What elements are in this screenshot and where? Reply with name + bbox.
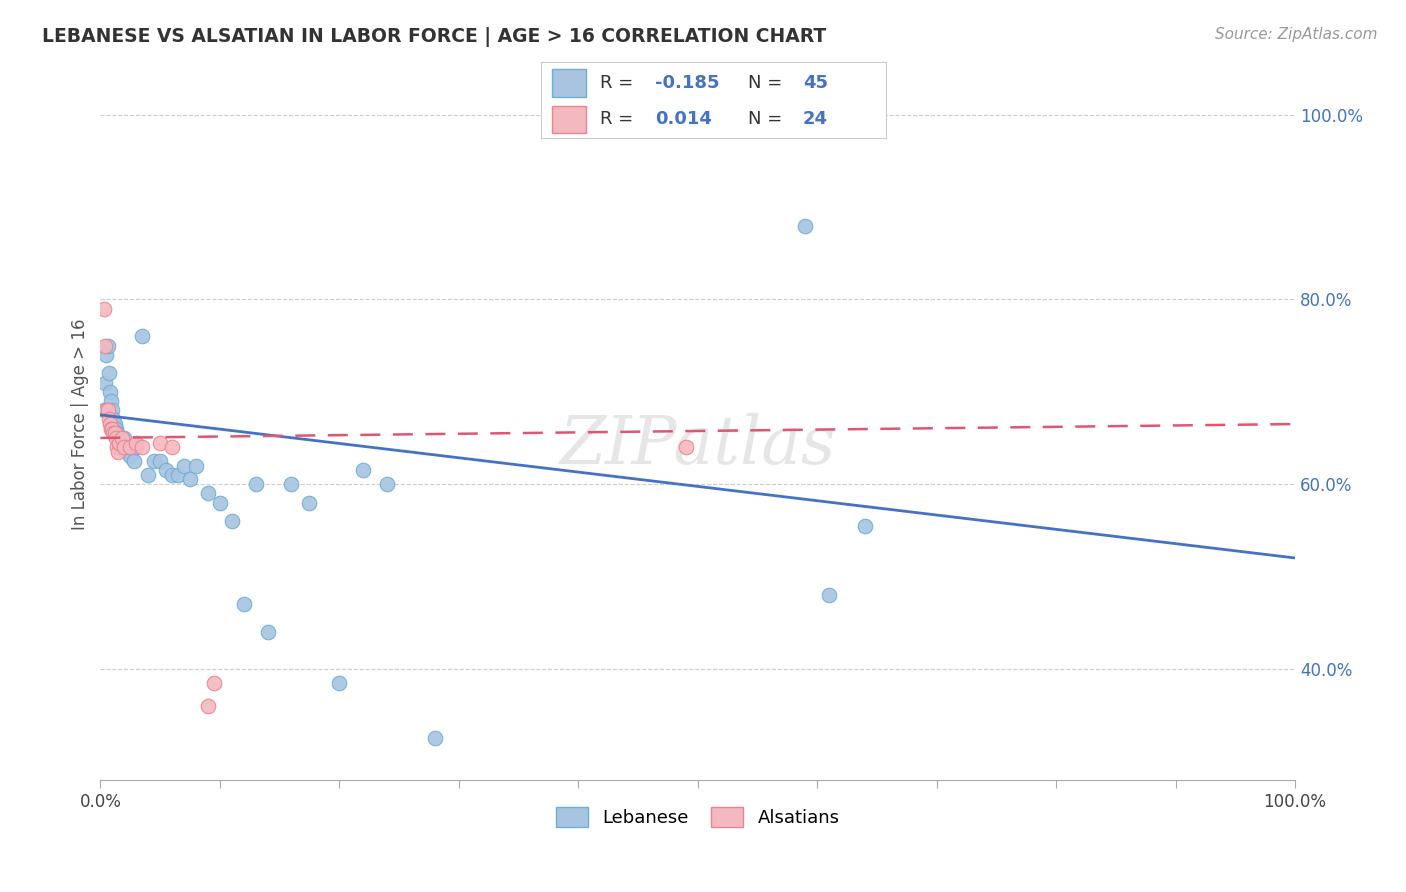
- Point: [197, 486, 219, 500]
- Point: [853, 518, 876, 533]
- Point: [112, 431, 135, 445]
- Point: [131, 440, 153, 454]
- Point: [94, 376, 117, 390]
- Point: [105, 440, 128, 454]
- Point: [97, 366, 120, 380]
- Point: [100, 394, 122, 409]
- Point: [197, 698, 219, 713]
- Y-axis label: In Labor Force | Age > 16: In Labor Force | Age > 16: [72, 318, 89, 530]
- Point: [105, 426, 128, 441]
- Text: -0.185: -0.185: [655, 74, 720, 92]
- Point: [103, 426, 125, 441]
- Text: R =: R =: [600, 111, 633, 128]
- Point: [818, 588, 841, 602]
- Point: [256, 624, 278, 639]
- Point: [167, 467, 190, 482]
- Text: 24: 24: [803, 111, 828, 128]
- Point: [280, 477, 302, 491]
- Point: [96, 338, 118, 352]
- Point: [149, 454, 172, 468]
- Point: [101, 422, 124, 436]
- Point: [136, 467, 159, 482]
- Text: 45: 45: [803, 74, 828, 92]
- Point: [112, 440, 135, 454]
- Point: [179, 473, 201, 487]
- Point: [94, 338, 117, 352]
- Point: [298, 495, 321, 509]
- Point: [120, 440, 142, 454]
- Point: [232, 597, 254, 611]
- Point: [675, 440, 697, 454]
- Point: [143, 454, 166, 468]
- Point: [221, 514, 243, 528]
- Point: [108, 435, 131, 450]
- FancyBboxPatch shape: [551, 105, 586, 133]
- Point: [160, 440, 183, 454]
- Point: [104, 422, 127, 436]
- Point: [104, 431, 127, 445]
- Point: [93, 403, 115, 417]
- Text: 0.014: 0.014: [655, 111, 711, 128]
- Point: [202, 675, 225, 690]
- Point: [97, 412, 120, 426]
- Point: [104, 426, 127, 441]
- Point: [104, 417, 127, 431]
- Point: [96, 403, 118, 417]
- Point: [96, 348, 118, 362]
- Text: N =: N =: [748, 74, 782, 92]
- Text: N =: N =: [748, 111, 782, 128]
- Point: [352, 463, 374, 477]
- Point: [155, 463, 177, 477]
- Point: [149, 435, 172, 450]
- Text: Source: ZipAtlas.com: Source: ZipAtlas.com: [1215, 27, 1378, 42]
- Point: [125, 440, 148, 454]
- Point: [375, 477, 398, 491]
- Point: [96, 403, 118, 417]
- Point: [107, 431, 129, 445]
- Point: [120, 450, 142, 464]
- Point: [98, 384, 121, 399]
- Point: [423, 731, 446, 745]
- Point: [98, 417, 121, 431]
- Point: [208, 495, 231, 509]
- Point: [125, 435, 148, 450]
- Point: [108, 440, 131, 454]
- Point: [328, 675, 350, 690]
- Point: [131, 329, 153, 343]
- Point: [103, 412, 125, 426]
- Point: [107, 444, 129, 458]
- Point: [160, 467, 183, 482]
- Point: [111, 431, 134, 445]
- Text: R =: R =: [600, 74, 633, 92]
- Point: [173, 458, 195, 473]
- Point: [93, 301, 115, 316]
- Point: [115, 444, 138, 458]
- Legend: Lebanese, Alsatians: Lebanese, Alsatians: [548, 799, 846, 835]
- Point: [111, 440, 134, 454]
- Point: [122, 454, 145, 468]
- Point: [184, 458, 207, 473]
- Point: [100, 422, 122, 436]
- Text: LEBANESE VS ALSATIAN IN LABOR FORCE | AGE > 16 CORRELATION CHART: LEBANESE VS ALSATIAN IN LABOR FORCE | AG…: [42, 27, 827, 46]
- Point: [794, 219, 817, 233]
- Point: [245, 477, 267, 491]
- Text: ZIPatlas: ZIPatlas: [560, 413, 835, 478]
- Point: [101, 403, 124, 417]
- FancyBboxPatch shape: [551, 70, 586, 96]
